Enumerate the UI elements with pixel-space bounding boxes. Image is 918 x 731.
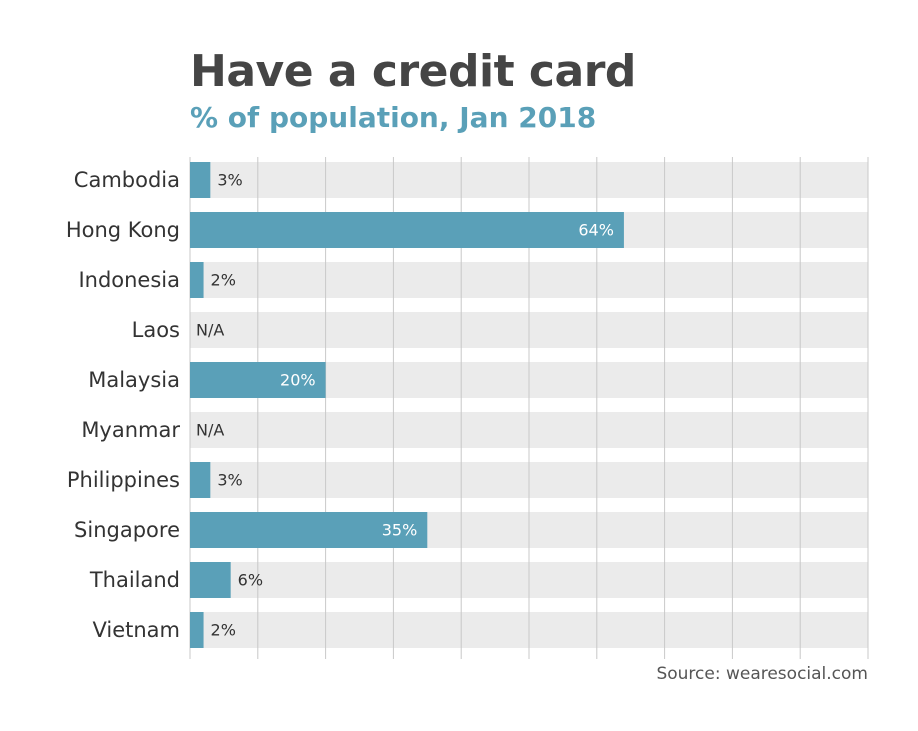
category-label: Hong Kong	[66, 218, 180, 242]
data-label: 2%	[211, 271, 236, 290]
bar	[190, 512, 428, 548]
chart-title: Have a credit card	[190, 46, 636, 97]
data-label: 3%	[217, 171, 242, 190]
data-label: 64%	[578, 221, 614, 240]
data-label: N/A	[196, 321, 224, 340]
category-label: Cambodia	[74, 168, 180, 192]
bar	[190, 612, 204, 648]
bar	[190, 262, 204, 298]
category-label: Malaysia	[88, 368, 180, 392]
bar	[190, 212, 624, 248]
category-label: Myanmar	[81, 418, 180, 442]
data-label: 3%	[217, 471, 242, 490]
category-label: Vietnam	[92, 618, 180, 642]
data-label: 20%	[280, 371, 316, 390]
bar	[190, 362, 326, 398]
chart-subtitle: % of population, Jan 2018	[190, 101, 597, 134]
category-label: Philippines	[67, 468, 180, 492]
source-note: Source: wearesocial.com	[656, 664, 868, 684]
category-label: Thailand	[89, 568, 180, 592]
category-label: Singapore	[74, 518, 180, 542]
data-label: 2%	[211, 621, 236, 640]
category-label: Indonesia	[78, 268, 180, 292]
data-label: 35%	[382, 521, 418, 540]
bar	[190, 462, 211, 498]
data-label: 6%	[238, 571, 263, 590]
category-label: Laos	[132, 318, 180, 342]
bar	[190, 562, 231, 598]
bar	[190, 162, 211, 198]
data-label: N/A	[196, 421, 224, 440]
